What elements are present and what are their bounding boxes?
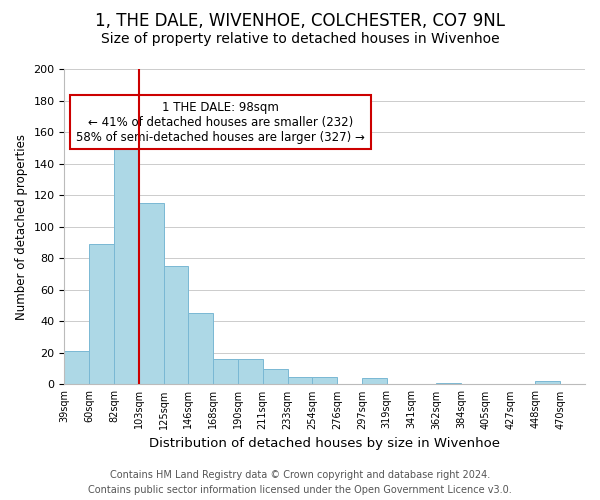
Bar bbox=[139, 203, 164, 384]
Text: 1 THE DALE: 98sqm
← 41% of detached houses are smaller (232)
58% of semi-detache: 1 THE DALE: 98sqm ← 41% of detached hous… bbox=[76, 100, 365, 144]
Bar bbox=[64, 352, 89, 384]
Bar bbox=[313, 376, 337, 384]
Bar bbox=[238, 359, 263, 384]
Bar bbox=[114, 122, 139, 384]
Text: 1, THE DALE, WIVENHOE, COLCHESTER, CO7 9NL: 1, THE DALE, WIVENHOE, COLCHESTER, CO7 9… bbox=[95, 12, 505, 30]
Bar bbox=[213, 359, 238, 384]
Bar bbox=[188, 314, 213, 384]
Bar bbox=[287, 376, 313, 384]
Bar bbox=[535, 382, 560, 384]
Y-axis label: Number of detached properties: Number of detached properties bbox=[15, 134, 28, 320]
Bar bbox=[164, 266, 188, 384]
Bar bbox=[362, 378, 386, 384]
Bar bbox=[263, 368, 287, 384]
X-axis label: Distribution of detached houses by size in Wivenhoe: Distribution of detached houses by size … bbox=[149, 437, 500, 450]
Bar bbox=[89, 244, 114, 384]
Bar bbox=[436, 383, 461, 384]
Text: Contains HM Land Registry data © Crown copyright and database right 2024.
Contai: Contains HM Land Registry data © Crown c… bbox=[88, 470, 512, 495]
Text: Size of property relative to detached houses in Wivenhoe: Size of property relative to detached ho… bbox=[101, 32, 499, 46]
